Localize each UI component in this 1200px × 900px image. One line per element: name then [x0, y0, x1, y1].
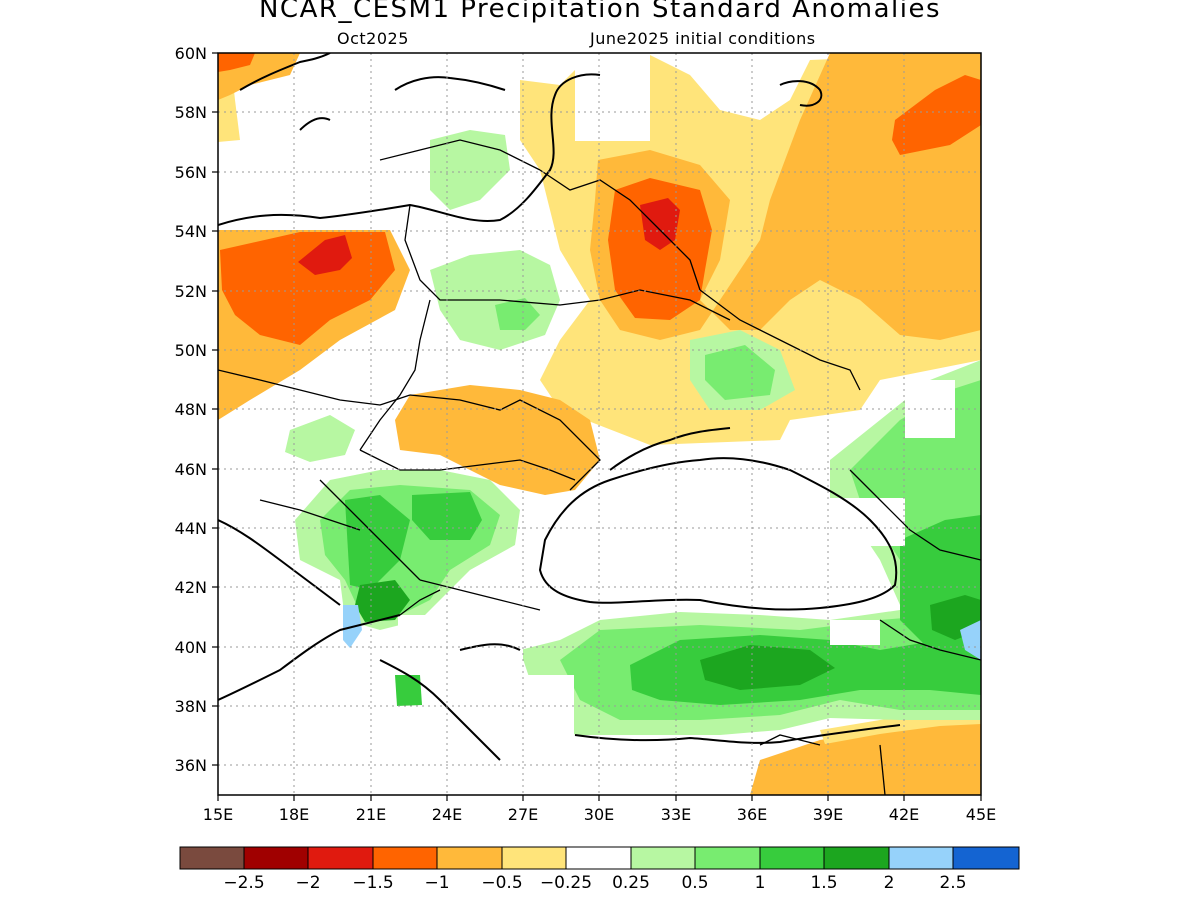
lat-label-56: 56N: [175, 163, 207, 182]
lon-label-33: 33E: [661, 805, 691, 824]
colorbar-label: −2.5: [223, 873, 264, 893]
lon-label-21: 21E: [356, 805, 386, 824]
wet-area-anatolia-dark: [700, 645, 835, 690]
lat-label-44: 44N: [175, 519, 207, 538]
colorbar-label: 2: [884, 873, 895, 893]
country-borders: [218, 139, 981, 795]
colorbar-label: −0.25: [540, 873, 592, 893]
colorbar-label: −2: [295, 873, 320, 893]
lat-label-52: 52N: [175, 282, 207, 301]
lon-label-27: 27E: [508, 805, 538, 824]
colorbar-labels: −2.5 −2 −1.5 −1 −0.5 −0.25 0.25 0.5 1 1.…: [223, 873, 966, 893]
colorbar-swatch: [630, 846, 696, 870]
lat-tick-marks: [212, 52, 218, 766]
wet-area-donbas-green: [705, 345, 775, 400]
colorbar-swatch: [823, 846, 890, 870]
colorbar-label: −0.5: [481, 873, 522, 893]
colorbar-swatch: [436, 846, 503, 870]
colorbar-label: 1.5: [810, 873, 837, 893]
wet-area-ukraine-green: [495, 298, 540, 330]
lon-tick-labels: 15E 18E 21E 24E 27E 30E 33E 36E 39E 42E …: [203, 805, 996, 824]
dry-area-ne-deep-orange: [892, 75, 981, 155]
colorbar-swatch: [501, 846, 567, 870]
colorbar: [179, 846, 1020, 870]
masked-cell: [830, 620, 880, 645]
lon-label-24: 24E: [432, 805, 462, 824]
colorbar-swatch: [372, 846, 438, 870]
masked-cell: [522, 675, 574, 795]
lon-label-36: 36E: [737, 805, 767, 824]
colorbar-swatch: [565, 846, 632, 870]
masked-cell: [830, 498, 905, 546]
colorbar-swatch: [888, 846, 954, 870]
colorbar-swatch: [952, 846, 1020, 870]
dry-area-romania-orange: [395, 385, 600, 495]
colorbar-swatch: [179, 846, 245, 870]
lat-label-36: 36N: [175, 756, 207, 775]
lon-label-39: 39E: [813, 805, 843, 824]
lat-label-42: 42N: [175, 578, 207, 597]
dry-area-center-red: [640, 198, 680, 250]
lat-label-60: 60N: [175, 44, 207, 63]
lon-tick-marks: [217, 795, 982, 801]
lat-lon-grid: [218, 53, 981, 795]
lat-label-54: 54N: [175, 222, 207, 241]
chart-title: NCAR_CESM1 Precipitation Standard Anomal…: [258, 0, 942, 24]
wet-area-caucasus-blue: [960, 620, 981, 660]
wet-area-macedonia-dark: [355, 580, 410, 622]
lat-label-38: 38N: [175, 697, 207, 716]
dry-area-poland-red: [298, 235, 352, 275]
wet-area-belarus-light: [430, 130, 510, 210]
colorbar-label: 0.25: [612, 873, 650, 893]
dry-area-poland-deep-orange: [220, 232, 395, 345]
colorbar-label: −1: [424, 873, 449, 893]
dry-area-northwest-deep-orange: [218, 53, 255, 72]
colorbar-label: 2.5: [939, 873, 966, 893]
lat-label-40: 40N: [175, 638, 207, 657]
colorbar-swatch: [307, 846, 374, 870]
lat-label-58: 58N: [175, 103, 207, 122]
colorbar-swatch: [243, 846, 309, 870]
lon-label-45: 45E: [966, 805, 996, 824]
colorbar-swatch: [694, 846, 761, 870]
lon-label-18: 18E: [279, 805, 309, 824]
lon-label-15: 15E: [203, 805, 233, 824]
masked-cell: [905, 380, 955, 438]
wet-area-hungary-light: [285, 415, 355, 462]
colorbar-swatch: [759, 846, 825, 870]
colorbar-label: 1: [755, 873, 766, 893]
lon-label-30: 30E: [584, 805, 614, 824]
lat-label-46: 46N: [175, 460, 207, 479]
wet-area-greece-patch: [395, 675, 422, 706]
forecast-month: Oct2025: [337, 29, 409, 48]
initial-conditions-label: June2025 initial conditions: [590, 29, 816, 48]
lat-label-50: 50N: [175, 341, 207, 360]
colorbar-label: 0.5: [681, 873, 708, 893]
coastlines: [218, 53, 901, 761]
lon-label-42: 42E: [889, 805, 919, 824]
lat-label-48: 48N: [175, 400, 207, 419]
colorbar-label: −1.5: [352, 873, 393, 893]
lat-tick-labels: 36N 38N 40N 42N 44N 46N 48N 50N 52N 54N …: [175, 44, 207, 775]
dry-area-south-orange: [750, 720, 981, 795]
masked-cell: [575, 53, 650, 141]
wet-area-balkans-mid: [345, 495, 410, 590]
